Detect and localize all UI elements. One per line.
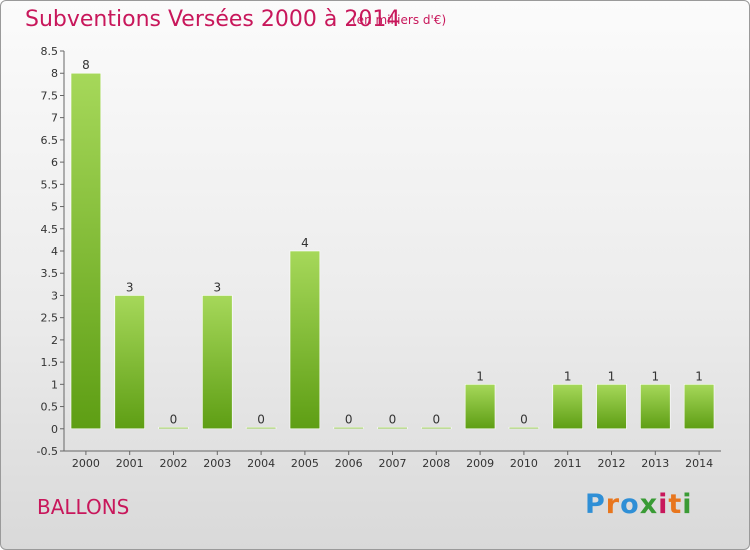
logo-letter: r xyxy=(605,489,621,520)
bar xyxy=(683,384,715,430)
bar xyxy=(289,250,321,430)
y-axis: -0.5 0 0.5 1 1.5 2 2.5 3 3.5 4 4.5 5 5.5 6 6.5 7 7.5 8 8.5 xyxy=(37,45,65,458)
x-tick-label: 2003 xyxy=(203,457,231,470)
y-tick-label: 8 xyxy=(51,67,58,80)
bar xyxy=(114,295,145,430)
x-tick-label: 2012 xyxy=(598,457,626,470)
logo-letter: o xyxy=(620,489,640,520)
bar xyxy=(333,426,364,430)
x-tick-label: 2000 xyxy=(72,457,100,470)
y-tick-label: 7 xyxy=(51,112,58,125)
bar-value-label: 0 xyxy=(345,412,353,426)
bar xyxy=(377,426,408,430)
bar xyxy=(158,426,189,430)
x-tick-label: 2009 xyxy=(466,457,494,470)
logo-letter: i xyxy=(658,489,669,520)
bar-value-label: 0 xyxy=(170,412,178,426)
logo-letter: i xyxy=(682,489,693,520)
x-tick-label: 2002 xyxy=(160,457,188,470)
proxiti-logo: Proxiti xyxy=(585,489,693,520)
bar-value-label: 0 xyxy=(520,412,528,426)
x-tick-label: 2001 xyxy=(116,457,144,470)
bar-value-label: 0 xyxy=(389,412,397,426)
y-tick-label: 6 xyxy=(51,156,58,169)
bar-value-label: 1 xyxy=(695,369,703,383)
x-tick-label: 2008 xyxy=(422,457,450,470)
x-tick-label: 2006 xyxy=(335,457,363,470)
bar xyxy=(421,426,452,430)
bar-value-label: 3 xyxy=(126,280,134,294)
bar-value-label: 0 xyxy=(432,412,440,426)
bar xyxy=(464,384,496,430)
y-tick-label: 1 xyxy=(51,378,58,391)
x-tick-label: 2010 xyxy=(510,457,538,470)
bar xyxy=(508,426,540,430)
bar-value-label: 1 xyxy=(476,369,484,383)
bar-value-label: 1 xyxy=(651,369,659,383)
y-tick-label: 5 xyxy=(51,201,58,214)
y-tick-label: 7.5 xyxy=(41,89,59,102)
bar-value-label: 1 xyxy=(564,369,572,383)
y-tick-label: 6.5 xyxy=(41,134,59,147)
x-tick-label: 2014 xyxy=(685,457,713,470)
bar xyxy=(245,426,277,430)
x-axis: 2000 2001 2002 2003 2004 2005 2006 2007 2008 2009… xyxy=(64,450,721,470)
y-tick-label: 2 xyxy=(51,334,58,347)
y-tick-label: 4.5 xyxy=(41,223,59,236)
y-tick-label: 3 xyxy=(51,289,58,302)
bar xyxy=(552,384,583,430)
y-tick-label: 1.5 xyxy=(41,356,59,369)
bar xyxy=(70,72,102,430)
bar-value-label: 4 xyxy=(301,236,309,250)
y-tick-label: 2.5 xyxy=(41,312,59,325)
bars xyxy=(70,72,715,430)
y-tick-label: 5.5 xyxy=(41,178,59,191)
chart-title: Subventions Versées 2000 à 2014 xyxy=(25,7,401,32)
y-tick-label: 0.5 xyxy=(41,401,59,414)
y-tick-label: 0 xyxy=(51,423,58,436)
bar-value-label: 8 xyxy=(82,58,90,72)
bar xyxy=(596,384,627,430)
y-tick-label: -0.5 xyxy=(37,445,58,458)
x-tick-label: 2013 xyxy=(641,457,669,470)
y-tick-label: 4 xyxy=(51,245,58,258)
x-tick-label: 2007 xyxy=(379,457,407,470)
bar-value-label: 0 xyxy=(257,412,265,426)
y-tick-label: 3.5 xyxy=(41,267,59,280)
data-labels: 8 3 0 3 0 4 0 0 0 1 0 1 1 1 1 xyxy=(82,58,703,426)
x-tick-label: 2004 xyxy=(247,457,275,470)
logo-letter: x xyxy=(639,489,659,520)
logo-letter: t xyxy=(668,489,683,520)
chart-subtitle: (en milliers d'€) xyxy=(352,13,447,27)
bar xyxy=(640,384,671,430)
bar xyxy=(202,295,233,430)
bar-value-label: 1 xyxy=(608,369,616,383)
y-tick-label: 8.5 xyxy=(41,45,59,58)
commune-name: BALLONS xyxy=(37,495,130,519)
x-tick-label: 2005 xyxy=(291,457,319,470)
logo-letter: P xyxy=(585,489,606,520)
bar-value-label: 3 xyxy=(213,280,221,294)
x-tick-label: 2011 xyxy=(554,457,582,470)
